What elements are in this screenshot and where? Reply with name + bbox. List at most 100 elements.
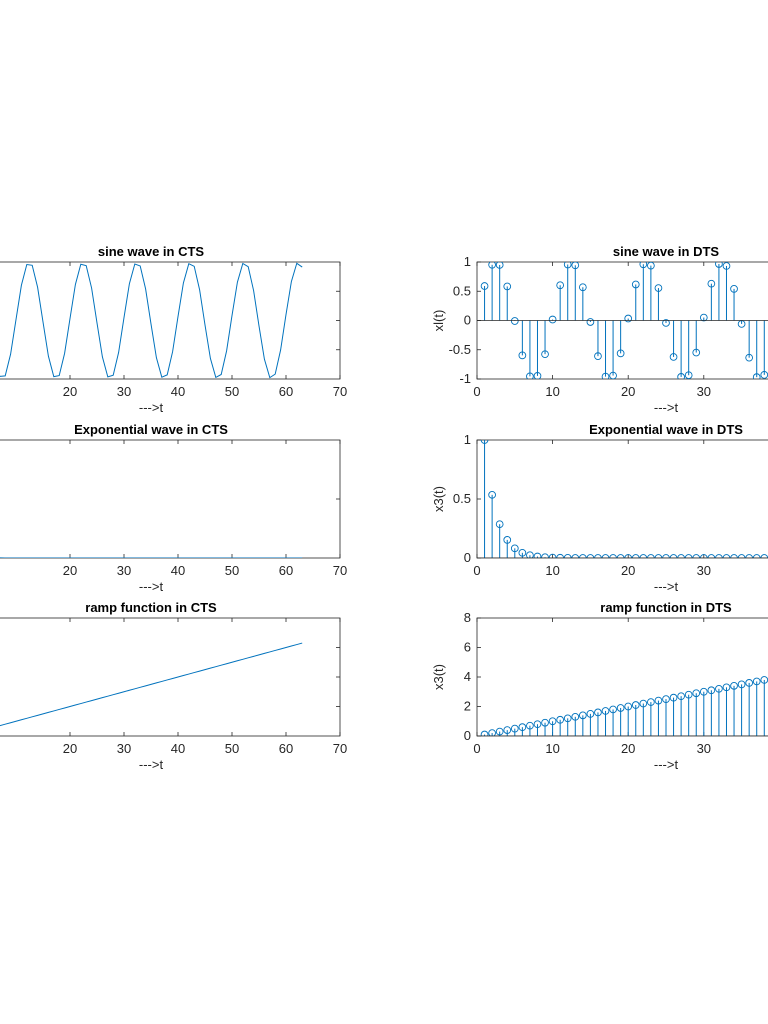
dts-ramp-stem-marker	[609, 705, 617, 714]
dts-sine-series	[477, 262, 768, 379]
dts-ramp-stem-marker	[752, 677, 761, 686]
dts-exp-ylabel: x3(t)	[431, 486, 446, 512]
dts-sine-stem-marker	[510, 317, 519, 325]
dts-sine-stem-marker	[480, 282, 489, 290]
dts-exp-title: Exponential wave in DTS	[589, 422, 743, 437]
dts-ramp-stem-marker	[669, 693, 678, 702]
dts-ramp-stem-marker	[639, 699, 648, 708]
dts-sine-xlabel: --->t	[654, 400, 679, 415]
dts-sine-stem-marker	[662, 319, 670, 327]
dts-sine-stem-marker	[745, 353, 754, 362]
dts-exp-stem-marker	[510, 544, 519, 553]
dts-sine-stem-marker	[526, 372, 534, 379]
dts-ramp-title: ramp function in DTS	[600, 600, 732, 615]
dts-exp-stem-marker	[480, 440, 489, 444]
dts-sine-ylabel: xl(t)	[431, 310, 446, 332]
cts-exp-xtick-label: 30	[117, 563, 131, 578]
dts-exp-xtick-label: 10	[545, 563, 559, 578]
dts-sine-stem-marker	[571, 262, 580, 270]
dts-sine-stem-marker	[556, 281, 565, 290]
dts-sine-stem-marker	[624, 314, 633, 323]
dts-ramp-stem-marker	[548, 717, 557, 726]
dts-sine-stem-marker	[578, 283, 587, 292]
dts-ramp-stem-marker	[654, 696, 663, 705]
dts-ramp-stem-marker	[541, 718, 549, 727]
dts-ramp-stem-marker	[556, 715, 565, 724]
dts-ramp-xtick-label: 20	[621, 741, 635, 756]
dts-sine-stem-marker	[692, 348, 701, 357]
dts-ramp-stem-marker	[533, 720, 542, 729]
cts-exp-line	[0, 557, 303, 558]
cts-ramp-xtick-label: 70	[333, 741, 347, 756]
dts-ramp-stem-marker	[722, 683, 731, 692]
cts-sine-title: sine wave in CTS	[98, 244, 205, 259]
cts-exp-xtick-label: 70	[333, 563, 347, 578]
dts-ramp-stem-marker	[624, 702, 633, 711]
dts-sine-stem-marker	[639, 262, 648, 269]
dts-ramp-stem-marker	[730, 681, 738, 690]
dts-sine-stem-marker	[495, 262, 504, 269]
cts-exp-xtick-label: 60	[279, 563, 293, 578]
dts-sine-stem-marker	[631, 280, 640, 289]
dts-sine-ytick-label: -0.5	[449, 342, 471, 357]
dts-ramp-xlabel: --->t	[654, 757, 679, 772]
dts-ramp-stem-marker	[578, 711, 587, 720]
dts-ramp-stem-marker	[677, 692, 685, 701]
dts-ramp-stem-marker	[692, 689, 701, 698]
dts-ramp-stem-marker	[495, 727, 504, 736]
dts-sine-stem-marker	[677, 373, 685, 379]
dts-ramp-stem-marker	[616, 704, 625, 712]
dts-exp-axes-box	[476, 439, 768, 559]
dts-ramp-ytick-label: 0	[464, 728, 471, 743]
dts-ramp-stem-marker	[662, 695, 670, 703]
cts-sine-xlabel: --->t	[139, 400, 164, 415]
cts-exp-title: Exponential wave in CTS	[74, 422, 228, 437]
dts-sine-stem-marker	[601, 372, 610, 379]
dts-sine-stem-marker	[616, 349, 625, 358]
cts-sine-xtick-label: 40	[171, 384, 185, 399]
dts-exp-stem-marker	[541, 553, 549, 558]
dts-sine-stem-marker	[586, 318, 595, 326]
dts-sine-stem-marker	[518, 351, 527, 360]
dts-exp-stem-marker	[548, 553, 557, 558]
dts-exp-stem-marker	[518, 548, 527, 557]
cts-exp-xtick-label: 50	[225, 563, 239, 578]
dts-ramp-ytick-label: 4	[464, 669, 471, 684]
dts-ramp-stem-marker	[571, 712, 580, 721]
cts-sine-line	[0, 262, 303, 379]
cts-ramp-title: ramp function in CTS	[85, 600, 217, 615]
dts-exp-xtick-label: 0	[473, 563, 480, 578]
dts-ramp-axes-box	[476, 617, 768, 737]
cts-ramp-xtick-label: 30	[117, 741, 131, 756]
dts-ramp-stem-marker	[488, 729, 496, 736]
cts-ramp-xtick-label: 20	[63, 741, 77, 756]
dts-sine-title: sine wave in DTS	[613, 244, 720, 259]
cts-sine-axes-box	[0, 261, 341, 380]
cts-sine-xtick-label: 20	[63, 384, 77, 399]
dts-sine-stem-marker	[541, 350, 549, 359]
dts-exp-ytick-label: 0.5	[453, 491, 471, 506]
cts-sine-chart: 20 30 40 50 60 70 sine wave in CTS --->t	[0, 244, 347, 415]
dts-exp-xtick-label: 20	[621, 563, 635, 578]
cts-exp-xlabel: --->t	[139, 579, 164, 594]
dts-ramp-stem-marker	[647, 698, 655, 706]
dts-sine-stem-marker	[715, 262, 723, 268]
dts-ramp-stem-marker	[631, 701, 640, 709]
dts-ramp-chart: 01020304002468ramp function in DTS--->tx…	[431, 600, 768, 772]
dts-ramp-stem-marker	[715, 684, 723, 693]
dts-exp-stem-marker	[488, 490, 496, 499]
dts-sine-stem-marker	[684, 371, 693, 379]
dts-sine-ytick-label: 0	[464, 313, 471, 328]
cts-exp-xtick-label: 20	[63, 563, 77, 578]
dts-ramp-ylabel: x3(t)	[431, 664, 446, 690]
dts-exp-xtick-label: 30	[697, 563, 711, 578]
cts-ramp-xtick-label: 40	[171, 741, 185, 756]
dts-sine-stem-marker	[488, 262, 496, 269]
dts-sine-stem-marker	[533, 372, 542, 379]
dts-ramp-ytick-label: 6	[464, 640, 471, 655]
cts-exp-series	[0, 557, 303, 558]
dts-exp-ytick-label: 0	[464, 550, 471, 565]
cts-sine-xtick-label: 60	[279, 384, 293, 399]
